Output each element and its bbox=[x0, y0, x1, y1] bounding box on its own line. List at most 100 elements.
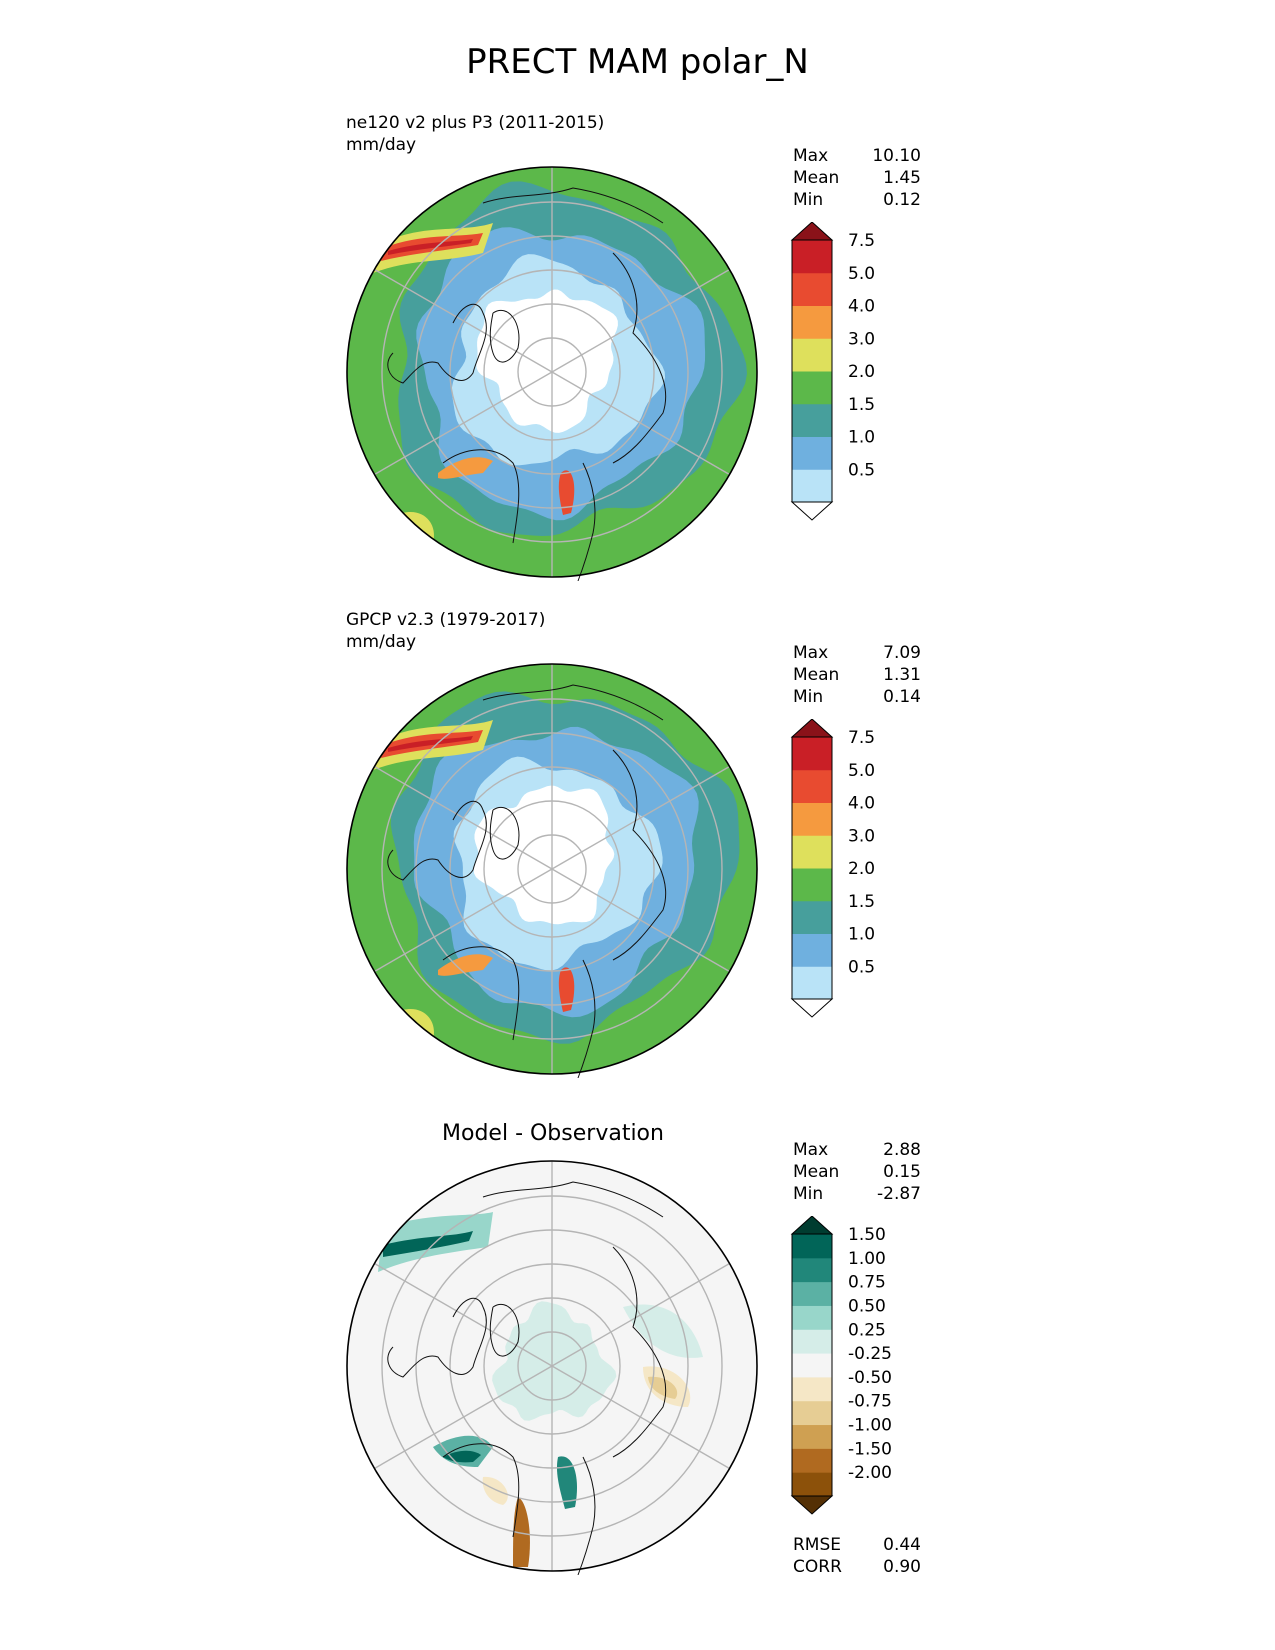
panel-3-stats: Max 2.88 Mean 0.15 Min -2.87 bbox=[793, 1139, 921, 1205]
panel-1-colorbar: 0.51.01.52.03.04.05.07.510.0 bbox=[790, 222, 875, 521]
colorbar-tick-label: 3.0 bbox=[848, 826, 875, 846]
field-band-neg0.75to-0.5 bbox=[648, 1376, 678, 1399]
colorbar-segment bbox=[792, 737, 832, 771]
coastline-greenland bbox=[489, 807, 520, 860]
colorbar-segment bbox=[792, 436, 832, 470]
stat-row: Mean 1.31 bbox=[793, 664, 921, 686]
coastline-eurasia bbox=[612, 1246, 667, 1458]
stat-value: -2.87 bbox=[877, 1184, 921, 1204]
colorbar-segment bbox=[792, 1353, 832, 1378]
colorbar-segment bbox=[792, 966, 832, 1000]
stat-label: Max bbox=[793, 1140, 829, 1160]
colorbar-tick-label: 7.5 bbox=[848, 728, 875, 748]
meridian-line bbox=[581, 765, 730, 853]
stat-value: 0.14 bbox=[883, 687, 921, 707]
colorbar-tick-label: 3.0 bbox=[848, 329, 875, 349]
map-frame bbox=[346, 1160, 758, 1572]
colorbar-segment bbox=[792, 1424, 832, 1449]
meridian-line bbox=[374, 388, 523, 476]
colorbar-tick-label: 5.0 bbox=[848, 264, 875, 284]
meridian-line bbox=[551, 354, 582, 373]
meridian-line bbox=[581, 268, 730, 356]
panel-2-stats: Max 7.09 Mean 1.31 Min 0.14 bbox=[793, 642, 921, 708]
colorbar-segment bbox=[792, 305, 832, 339]
field-band-4to5 bbox=[438, 954, 493, 976]
colorbar-segment bbox=[792, 1281, 832, 1306]
field-band-neg0.5to-0.25 bbox=[482, 1476, 508, 1505]
field-band-7.5to10 bbox=[388, 239, 473, 255]
colorbar-tick-label: 1.50 bbox=[848, 1225, 886, 1245]
panel-3-title: Model - Observation bbox=[442, 1121, 664, 1146]
colorbar-tick-label: 0.25 bbox=[848, 1320, 886, 1340]
stat-row: Mean 1.45 bbox=[793, 167, 921, 189]
coastline-alaska bbox=[442, 946, 520, 1041]
meridian-line bbox=[374, 885, 523, 973]
stat-row: Max 10.10 bbox=[793, 145, 921, 167]
meridian-line bbox=[581, 1382, 730, 1470]
meridian-line bbox=[522, 1365, 553, 1384]
stat-value: 2.88 bbox=[883, 1140, 921, 1160]
colorbar-tick-label: 2.00 bbox=[848, 1216, 886, 1221]
field-band-0.25to0.5 bbox=[492, 1301, 617, 1421]
colorbar-segment bbox=[792, 769, 832, 803]
colorbar-outline bbox=[791, 1233, 833, 1497]
stat-label: RMSE bbox=[793, 1535, 842, 1555]
stat-value: 1.31 bbox=[883, 665, 921, 685]
coastline-scandinavia bbox=[577, 1456, 596, 1575]
meridian-line bbox=[374, 1262, 523, 1350]
colorbar-segment bbox=[792, 933, 832, 967]
stat-value: 0.90 bbox=[883, 1557, 921, 1577]
meridian-line bbox=[522, 371, 553, 390]
colorbar-tick-label: -0.50 bbox=[848, 1368, 892, 1388]
colorbar-tick-label: -0.25 bbox=[848, 1344, 892, 1364]
stat-value: 10.10 bbox=[872, 146, 921, 166]
field-band-1.5to2 bbox=[383, 1231, 473, 1257]
colorbar-tick-label: 1.0 bbox=[848, 428, 875, 448]
panel-1-units: mm/day bbox=[346, 135, 417, 155]
coastline-scandinavia bbox=[577, 959, 596, 1078]
field-band-0.25to0.5 bbox=[623, 1304, 703, 1358]
stat-row: CORR 0.90 bbox=[793, 1556, 921, 1578]
figure-title: PRECT MAM polar_N bbox=[466, 42, 809, 82]
colorbar-segment bbox=[792, 802, 832, 836]
colorbar-segment bbox=[792, 469, 832, 503]
colorbar-tick-label: -0.75 bbox=[848, 1392, 892, 1412]
coastline-greenland bbox=[489, 310, 520, 363]
colorbar-outline bbox=[791, 736, 833, 1000]
colorbar-tick-label: -1.50 bbox=[848, 1439, 892, 1459]
stat-row: Max 2.88 bbox=[793, 1139, 921, 1161]
field-band-5to7.5 bbox=[558, 470, 575, 515]
coastlines bbox=[387, 187, 667, 581]
colorbar-tick-label: 0.5 bbox=[848, 957, 875, 977]
stat-value: 7.09 bbox=[883, 643, 921, 663]
stat-row: Min -2.87 bbox=[793, 1183, 921, 1205]
field-band-below-0.5 bbox=[476, 289, 618, 433]
colorbar-min-extension bbox=[790, 501, 834, 521]
colorbar-segment bbox=[792, 835, 832, 869]
panel-3-metrics: RMSE 0.44 CORR 0.90 bbox=[793, 1534, 921, 1578]
colorbar-segment bbox=[792, 1472, 832, 1497]
panel-1-map bbox=[346, 166, 758, 581]
stat-label: Min bbox=[793, 190, 824, 210]
colorbar-segment bbox=[792, 1400, 832, 1426]
colorbar-tick-label: 2.0 bbox=[848, 859, 875, 879]
panel-1-title: ne120 v2 plus P3 (2011-2015) mm/day bbox=[346, 112, 604, 156]
meridian-line bbox=[581, 1262, 730, 1350]
coastline-scandinavia bbox=[577, 462, 596, 581]
colorbar-tick-label: 0.50 bbox=[848, 1296, 886, 1316]
colorbar-tick-label: 1.5 bbox=[848, 892, 875, 912]
field-band-neg1.5to-1 bbox=[513, 1497, 530, 1567]
colorbar-segment bbox=[792, 1376, 832, 1402]
meridian-line bbox=[551, 1348, 582, 1367]
colorbar-tick-label: 4.0 bbox=[848, 297, 875, 317]
colorbar-tick-label: 7.5 bbox=[848, 231, 875, 251]
panel-2-dataset: GPCP v2.3 (1979-2017) bbox=[346, 610, 546, 630]
colorbar-tick-label: -2.00 bbox=[848, 1463, 892, 1483]
colorbar-segment bbox=[792, 900, 832, 934]
colorbar-segment bbox=[792, 868, 832, 902]
stat-label: Min bbox=[793, 687, 824, 707]
stat-row: Min 0.14 bbox=[793, 686, 921, 708]
colorbar-segment bbox=[792, 1234, 832, 1259]
colorbar-tick-label: 1.00 bbox=[848, 1249, 886, 1269]
stat-value: 0.15 bbox=[883, 1162, 921, 1182]
